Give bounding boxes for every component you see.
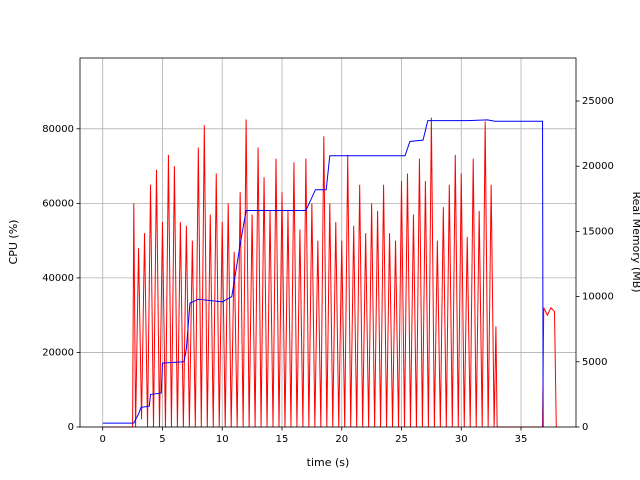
x-tick-label: 10 xyxy=(216,434,229,445)
y-tick-label: 60000 xyxy=(42,198,74,209)
y2-tick-label: 20000 xyxy=(582,161,614,172)
x-tick-label: 15 xyxy=(276,434,289,445)
y-tick-label: 80000 xyxy=(42,124,74,135)
y-axis-label: CPU (%) xyxy=(7,220,20,265)
y-tick-label: 40000 xyxy=(42,273,74,284)
x-tick-label: 35 xyxy=(515,434,528,445)
axes-frame xyxy=(79,57,577,428)
x-tick-label: 25 xyxy=(395,434,408,445)
ticks: 0 5 10 15 20 25 30 35 0 20000 40000 60000 80000 0 5000… xyxy=(42,96,614,445)
y2-tick-label: 10000 xyxy=(582,292,614,303)
series-line xyxy=(102,117,557,428)
series-line xyxy=(102,119,544,428)
x-axis-label: time (s) xyxy=(307,456,350,469)
marks xyxy=(102,117,557,428)
y2-axis-label: Real Memory (MB) xyxy=(630,191,640,292)
y2-tick-label: 25000 xyxy=(582,96,614,107)
y2-tick-label: 15000 xyxy=(582,226,614,237)
y-tick-label: 0 xyxy=(68,422,74,433)
x-tick-label: 20 xyxy=(335,434,348,445)
y-tick-label: 20000 xyxy=(42,347,74,358)
x-tick-label: 0 xyxy=(100,434,106,445)
x-tick-label: 5 xyxy=(159,434,165,445)
y2-tick-label: 0 xyxy=(582,422,588,433)
y2-tick-label: 5000 xyxy=(582,357,607,368)
x-tick-label: 30 xyxy=(455,434,468,445)
